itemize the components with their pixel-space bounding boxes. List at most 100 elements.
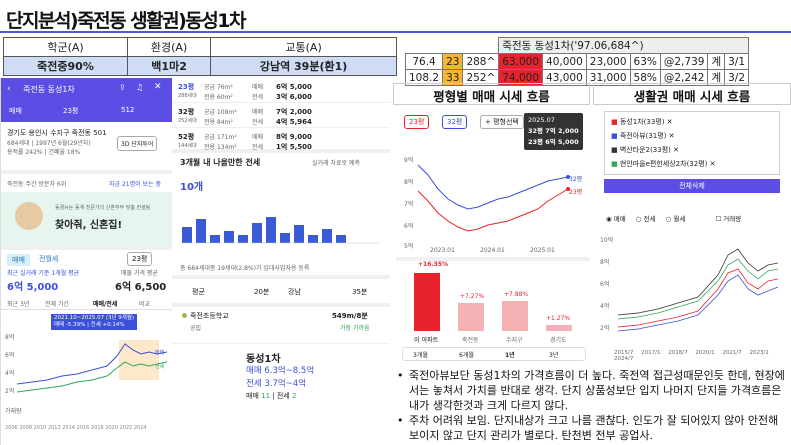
legend-item: 벽산타운2(33평)	[619, 146, 671, 154]
end-label-23: 23평	[569, 189, 583, 196]
listing-count[interactable]: 512	[121, 106, 135, 114]
avg-label: 최근 실거래 기준 1개월 평균	[7, 270, 80, 277]
price-cell: 40,000	[542, 53, 587, 70]
share-icon[interactable]: ⇪	[119, 83, 126, 92]
app-screenshot-middle: 23평 288세대 공급 76m² 전용 60m² 매매 전세 6억 5,000…	[172, 78, 390, 445]
y-tick: 8억	[600, 259, 610, 266]
volume-checkbox[interactable]: ☐ 거래량	[715, 215, 742, 223]
commute-origin-select[interactable]: 평균	[192, 288, 205, 296]
price-table: 죽전동 동성1차('97.06,684^) 76.4 23 288^ 63,00…	[404, 37, 750, 86]
ask-price: 6억 6,500	[115, 282, 167, 293]
closest-badge: 가장 가까움	[340, 325, 370, 332]
school-name: 죽전초등학교	[190, 312, 229, 320]
note-item: 죽전아뷰보단 동성1차의 가격흐름이 더 높다. 죽전역 접근성때문인듯 한데,…	[397, 368, 791, 413]
legend-item: 죽전아뷰(31평)	[619, 132, 667, 140]
bell-icon[interactable]: ♫	[136, 83, 144, 92]
radio-monthly[interactable]: ○ 월세	[665, 215, 686, 223]
deal-type-select[interactable]: 매매	[9, 107, 22, 115]
jeonse-range: 전세 3.7억~4억	[246, 379, 307, 389]
close-icon[interactable]: ✕	[154, 82, 162, 92]
pill-23[interactable]: 23평	[404, 115, 430, 129]
price-cell: 계	[707, 53, 726, 70]
banner-title: 찾아줘, 신혼집!	[55, 220, 123, 231]
period-3y[interactable]: 최근 3년	[7, 301, 30, 308]
viewers-link[interactable]: 지금 21명이 보는 중	[109, 181, 161, 188]
3d-tour-button[interactable]: 3D 단지투어	[117, 136, 158, 151]
info-header: 학군(A)	[2, 37, 129, 57]
households: 144세대	[178, 143, 197, 149]
rental-note: 총 684세대중 19세대(2.8%)가 임대사업자용 등록	[180, 265, 310, 272]
legend-item: 현인마을e편한세상2차(32평)	[619, 160, 708, 168]
x-tick: 2021/7	[722, 350, 742, 356]
bar-label: 수지구	[506, 337, 523, 344]
sale-label: 매매	[252, 109, 264, 116]
info-header: 환경(A)	[127, 37, 212, 57]
info-value: 죽전중90%	[2, 56, 129, 76]
back-icon[interactable]: ‹	[7, 84, 11, 94]
chart-tooltip: 2021.10~2025.07 (3년 9개월) 매매 -5.39% | 전세 +…	[51, 314, 138, 330]
forecast-heading: 3개월 내 나올만한 전세	[180, 158, 261, 167]
tab-sale[interactable]: 매매	[7, 254, 30, 266]
complex-meta: 684세대 | 1997년 6월(29년차)	[7, 140, 91, 147]
app-screenshot-left: ‹ 죽전동 동성1차 ⇪ ♫ ✕ 매매 23평 512 경기도 용인시 수지구 …	[0, 78, 172, 445]
page-title: 단지분석)죽전동 생활권)동성1차	[6, 10, 246, 32]
sale-price: 6억 5,000	[276, 83, 312, 91]
legend-item: 동성1차(33평)	[619, 118, 665, 126]
y-tick: 10억	[600, 237, 614, 244]
x-tick: 2023/1	[749, 350, 769, 356]
promo-banner[interactable]: 동경뉴논 동계 전문가의 신혼부부 맞춤 컨설팅 찾아줘, 신혼집!	[1, 192, 172, 246]
y-tick: 6억	[404, 223, 414, 230]
x-tick: 2024.01	[480, 247, 505, 254]
jeonse-label: 전세	[252, 94, 264, 101]
period-tab[interactable]: 6개월	[459, 352, 474, 359]
ask-label: 매물 가격 평균	[121, 270, 158, 277]
y-tick: 4억	[600, 303, 610, 310]
x-tick: 2015/7	[614, 350, 634, 356]
school-type: 공립	[190, 325, 202, 332]
commute-time: 20분	[254, 288, 270, 296]
x-tick: 2018/7	[668, 350, 688, 356]
commute-time-gangnam: 35분	[352, 288, 368, 296]
bar-label: 이 아파트	[414, 337, 439, 344]
price-cell: 252^	[462, 69, 500, 86]
price-cell: @2,242	[659, 69, 709, 86]
pill-32[interactable]: 32평	[442, 115, 468, 129]
period-compare[interactable]: 비교	[139, 301, 151, 308]
pyeong-line-chart	[418, 164, 570, 232]
period-tab[interactable]: 3개월	[413, 352, 428, 359]
supply-area: 공급 171m²	[204, 134, 237, 141]
y-tick: 6억	[5, 352, 15, 359]
bar-label: 경기도	[550, 337, 567, 344]
price-cell: 63%	[629, 53, 661, 70]
avg-price: 6억 5,000	[7, 282, 59, 293]
period-sale-rent[interactable]: 매매/전세	[93, 301, 118, 308]
size-dropdown[interactable]: 23평	[127, 252, 153, 266]
volume-label: 거래량	[5, 408, 22, 415]
school-dot-icon	[182, 313, 187, 318]
period-all[interactable]: 전체 기간	[45, 301, 69, 308]
svg-text:전세: 전세	[155, 363, 165, 370]
size-select[interactable]: 23평	[63, 107, 79, 115]
price-title: 죽전동 동성1차('97.06,684^)	[498, 37, 750, 54]
clear-all-button[interactable]: 전체삭제	[604, 179, 780, 193]
bar-label: 죽전동	[462, 337, 479, 344]
commute-dest-select[interactable]: 강남	[288, 288, 301, 296]
add-size-button[interactable]: + 평형선택	[480, 115, 524, 129]
chart-tooltip: 2025.07 32평 7억 2,000 23평 6억 5,000	[524, 113, 583, 150]
app-title: 죽전동 동성1차	[23, 85, 75, 94]
y-tick: 6억	[600, 281, 610, 288]
radio-sale[interactable]: ◉ 매매	[606, 215, 626, 223]
info-table: 학군(A) 환경(A) 교통(A) 죽전중90% 백1마2 강남역 39분(환1)	[2, 37, 397, 76]
price-cell: 3/1	[724, 53, 750, 70]
price-cell: 76.4	[404, 53, 444, 70]
price-cell: @2,739	[659, 53, 709, 70]
zone-line-chart	[618, 248, 779, 332]
x-axis-years: 2006 2008 2010 2012 2014 2016 2018 2020 …	[5, 425, 147, 431]
net-area: 전용 84m²	[204, 119, 233, 126]
tab-rent[interactable]: 전월세	[39, 255, 59, 263]
period-tab[interactable]: 3년	[549, 352, 559, 359]
period-tab-active[interactable]: 1년	[505, 352, 515, 359]
price-cell: 108.2	[404, 69, 444, 86]
radio-jeonse[interactable]: ○ 전세	[635, 215, 656, 223]
svg-text:매매: 매매	[155, 349, 165, 356]
